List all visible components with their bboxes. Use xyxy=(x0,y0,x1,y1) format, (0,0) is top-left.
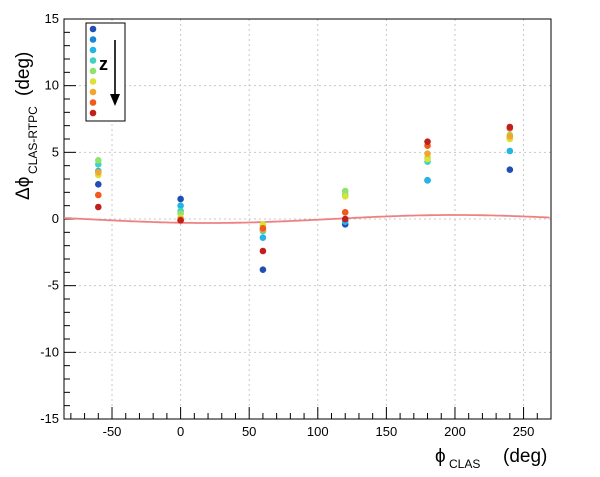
data-point xyxy=(341,215,349,223)
x-tick-label: 200 xyxy=(444,424,466,439)
legend-marker xyxy=(89,67,97,75)
x-axis-title-sub: CLAS xyxy=(449,457,480,471)
x-tick-label: 50 xyxy=(242,424,256,439)
y-axis-title-unit: (deg) xyxy=(13,52,34,96)
legend-marker xyxy=(89,36,97,43)
y-tick-label: -10 xyxy=(40,344,59,359)
x-tick-label: 150 xyxy=(376,424,398,439)
data-point xyxy=(94,169,102,176)
legend-arrow-head xyxy=(110,94,120,106)
data-point xyxy=(94,181,102,188)
data-point xyxy=(424,177,431,184)
data-point xyxy=(177,217,184,224)
data-point xyxy=(341,193,349,200)
x-tick-label: 0 xyxy=(177,424,184,439)
data-point xyxy=(177,202,184,209)
y-tick-label: -15 xyxy=(40,411,59,426)
y-axis-title-main: Δϕ xyxy=(13,177,34,200)
y-tick-label: 5 xyxy=(52,144,59,159)
data-points xyxy=(94,123,514,273)
data-point xyxy=(424,150,431,157)
axis-ticks xyxy=(64,18,552,420)
data-point xyxy=(259,247,267,255)
data-point xyxy=(506,123,514,131)
x-tick-label: 100 xyxy=(307,424,329,439)
plot-frame xyxy=(63,18,552,420)
legend: z xyxy=(85,22,126,122)
fit-curve xyxy=(63,214,550,224)
y-axis-title-sub: CLAS-RTPC xyxy=(26,106,40,174)
legend-marker xyxy=(89,46,97,54)
data-point xyxy=(94,191,102,199)
data-point xyxy=(424,138,431,145)
data-point xyxy=(506,133,514,140)
y-tick-label: 0 xyxy=(52,211,59,226)
y-tick-label: 10 xyxy=(45,78,59,93)
data-point xyxy=(259,225,267,232)
x-tick-label: 250 xyxy=(513,424,535,439)
data-point xyxy=(94,157,102,164)
data-point xyxy=(506,147,514,155)
y-axis-title: Δϕ CLAS-RTPC (deg) xyxy=(13,52,40,200)
x-tick-label: -50 xyxy=(103,424,122,439)
data-point xyxy=(94,203,102,211)
x-axis-title-unit: (deg) xyxy=(503,446,547,467)
x-axis-title-main: ϕ xyxy=(435,446,446,467)
y-tick-label: 15 xyxy=(45,11,59,26)
data-point xyxy=(259,234,267,241)
data-point xyxy=(506,166,514,173)
grid-lines xyxy=(64,18,551,420)
legend-marker xyxy=(89,57,97,64)
legend-marker xyxy=(89,99,97,106)
data-point xyxy=(424,155,431,163)
y-tick-label: -5 xyxy=(47,278,59,293)
x-axis-title: ϕ CLAS (deg) xyxy=(435,446,547,471)
legend-z-label: z xyxy=(99,54,108,74)
legend-markers xyxy=(89,25,97,117)
data-point xyxy=(259,266,267,273)
data-point xyxy=(341,209,349,216)
legend-marker xyxy=(89,25,97,33)
data-point xyxy=(341,187,349,195)
data-point xyxy=(177,195,184,203)
legend-marker xyxy=(89,88,97,96)
legend-marker xyxy=(89,78,97,85)
legend-marker xyxy=(89,109,97,117)
